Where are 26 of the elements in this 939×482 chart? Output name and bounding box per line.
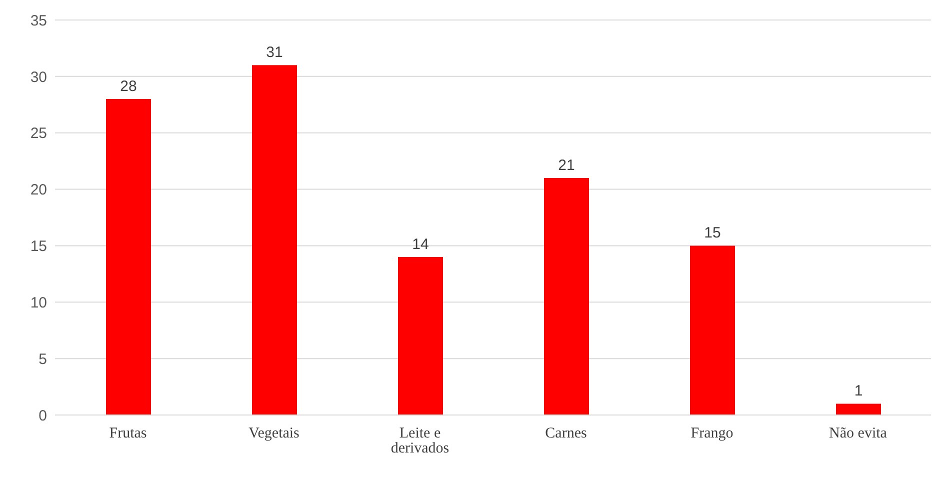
bar xyxy=(398,257,443,415)
y-tick-label: 35 xyxy=(30,12,47,30)
y-tick-label: 5 xyxy=(38,350,47,368)
bar xyxy=(836,404,881,415)
data-label: 21 xyxy=(558,157,575,174)
x-tick-label: Carnes xyxy=(545,426,587,442)
y-tick-label: 15 xyxy=(30,238,47,256)
y-tick-label: 25 xyxy=(30,125,47,142)
x-tick-label: Vegetais xyxy=(248,426,300,442)
data-label: 28 xyxy=(120,78,137,95)
x-tick-label: Leite e derivados xyxy=(390,426,450,457)
bar xyxy=(106,99,151,415)
x-tick-label: Não evita xyxy=(829,426,888,442)
bar xyxy=(252,65,297,415)
x-tick-label: Frutas xyxy=(109,426,147,442)
y-tick-label: 30 xyxy=(30,68,47,86)
data-label: 1 xyxy=(854,382,863,400)
y-tick-label: 20 xyxy=(30,182,47,199)
data-label: 14 xyxy=(412,236,429,253)
y-tick-label: 0 xyxy=(38,407,47,424)
y-tick-label: 10 xyxy=(30,294,47,312)
bar xyxy=(544,178,589,415)
x-tick-label: Frango xyxy=(690,426,734,442)
bar xyxy=(690,246,735,415)
data-label: 15 xyxy=(704,224,721,242)
data-label: 31 xyxy=(266,44,283,62)
